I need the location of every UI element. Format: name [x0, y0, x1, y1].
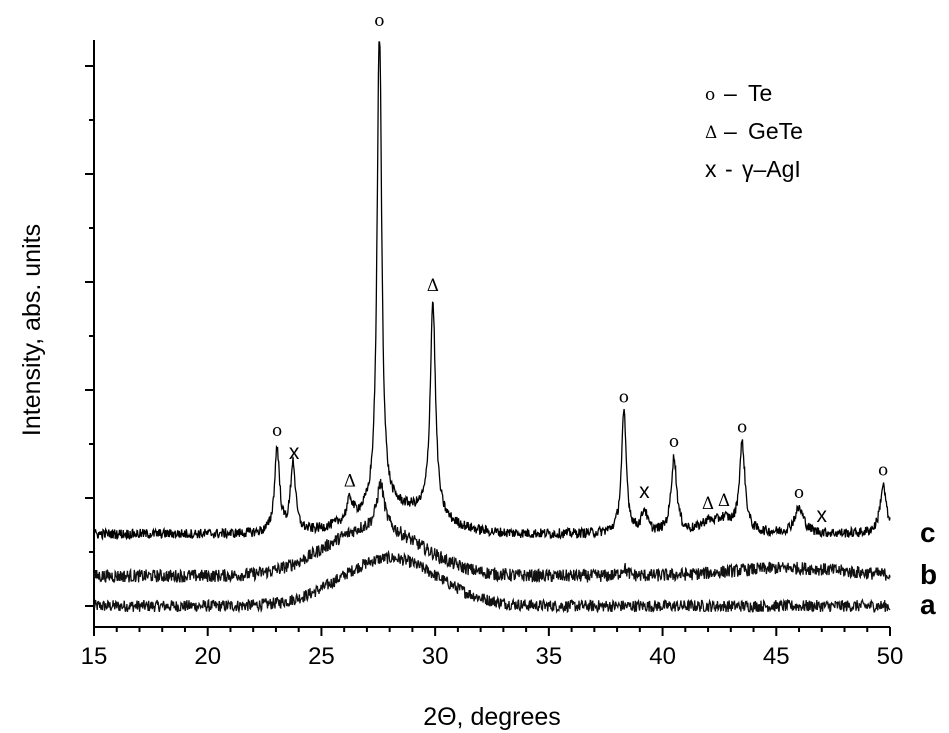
legend-entry-gete: Δ – GeTe: [705, 118, 803, 144]
legend-dash-gete: –: [724, 118, 737, 144]
series-a-line: [93, 549, 891, 614]
x-axis-tick-labels: 15 20 25 30 35 40 45 50: [81, 643, 904, 670]
legend-symbol-te: o: [705, 85, 715, 105]
legend: o – Te Δ – GeTe x - γ–AgI: [705, 80, 803, 182]
peak-annotation-gete: Δ: [718, 491, 730, 511]
peak-annotation-te: o: [619, 388, 629, 408]
legend-entry-te: o – Te: [705, 80, 772, 106]
peak-annotation-te: o: [737, 417, 747, 437]
legend-label-te: Te: [748, 80, 772, 106]
x-tick-label: 30: [422, 643, 449, 670]
x-tick-label: 50: [877, 643, 904, 670]
peak-annotation-gete: Δ: [702, 494, 714, 514]
y-axis-title: Intensity, abs. units: [18, 224, 46, 436]
x-tick-label: 40: [649, 643, 676, 670]
curve-label-c: c: [920, 517, 936, 548]
peak-annotation-te: o: [878, 461, 888, 481]
legend-symbol-gete: Δ: [705, 123, 717, 143]
curve-label-a: a: [920, 589, 936, 620]
legend-dash-agi: -: [725, 156, 733, 182]
legend-label-agi: γ–AgI: [742, 156, 801, 182]
legend-label-gete: GeTe: [748, 118, 803, 144]
series-b-line: [93, 478, 891, 584]
x-axis-ticks: [93, 627, 891, 636]
series-c-line: [93, 41, 891, 541]
legend-entry-agi: x - γ–AgI: [705, 156, 801, 182]
curve-label-b: b: [920, 559, 937, 590]
x-tick-label: 15: [81, 643, 108, 670]
x-tick-label: 20: [194, 643, 221, 670]
x-axis-title: 2Θ, degrees: [423, 703, 561, 731]
x-tick-label: 25: [308, 643, 335, 670]
peak-annotation-te: o: [272, 421, 282, 441]
peak-annotation-te: o: [794, 483, 804, 503]
peak-annotation-te: o: [669, 432, 679, 452]
peak-annotation-gete: Δ: [344, 471, 356, 491]
peak-annotation-agi: x: [289, 441, 300, 464]
curve-labels: abc: [920, 517, 937, 620]
series-group: [93, 41, 891, 614]
y-axis-ticks: [85, 65, 94, 607]
x-tick-label: 35: [536, 643, 563, 670]
legend-symbol-agi: x: [705, 156, 717, 182]
axes: 15 20 25 30 35 40 45 50: [81, 40, 904, 670]
legend-dash-te: –: [724, 80, 737, 106]
x-tick-label: 45: [763, 643, 790, 670]
peak-annotation-gete: Δ: [427, 276, 439, 296]
peak-annotation-te: o: [374, 11, 384, 31]
peak-annotation-agi: x: [817, 504, 828, 527]
peak-annotation-agi: x: [639, 480, 650, 503]
